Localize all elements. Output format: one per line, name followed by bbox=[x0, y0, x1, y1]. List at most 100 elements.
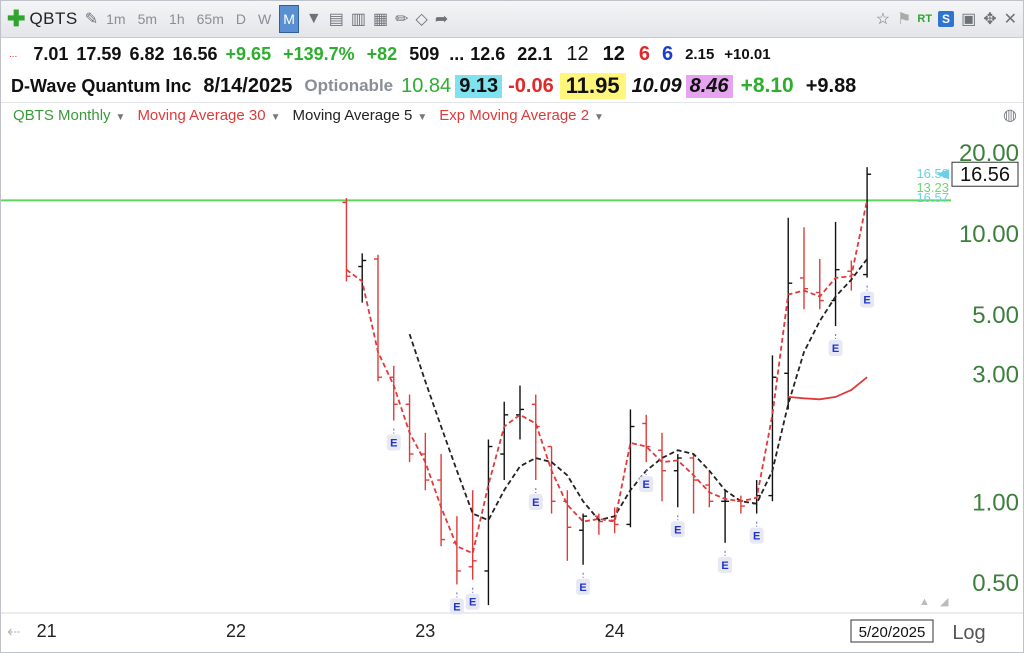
indicator-ma30-label: Moving Average 30 bbox=[137, 106, 266, 124]
earnings-badge bbox=[749, 527, 764, 544]
earnings-label: E bbox=[453, 601, 460, 613]
realtime-indicator[interactable]: RT bbox=[917, 13, 933, 25]
indicator-symbol-period[interactable]: QBTS Monthly ▼ bbox=[13, 107, 125, 124]
quote-row-2: D-Wave Quantum Inc 8/14/2025 Optionable … bbox=[1, 71, 1023, 101]
quote-change: +9.65 bbox=[225, 43, 272, 64]
earnings-badge bbox=[528, 494, 543, 511]
symbol-field[interactable]: QBTS bbox=[29, 9, 78, 28]
timeframe-65m[interactable]: 65m bbox=[196, 11, 224, 27]
company-name: D-Wave Quantum Inc bbox=[11, 75, 192, 96]
link-icon[interactable]: ✎ bbox=[84, 11, 99, 28]
cursor-date-box bbox=[850, 619, 934, 643]
save-icon[interactable]: ▣ bbox=[961, 11, 977, 28]
last-price-box bbox=[951, 161, 1019, 187]
price-pointer-icon bbox=[936, 169, 949, 180]
y-tick-label: 0.50 bbox=[972, 570, 1019, 597]
quote-change-pct: +139.7% bbox=[283, 43, 355, 64]
move-icon[interactable]: ✥ bbox=[983, 11, 997, 28]
x-tick-label: 22 bbox=[226, 621, 246, 641]
price-tag-label: 13.23 bbox=[916, 180, 949, 195]
indicator-symbol-label: QBTS Monthly bbox=[13, 106, 111, 124]
star-icon[interactable]: ☆ bbox=[875, 11, 891, 28]
quote-row-1: ... 7.01 17.59 6.82 16.56 +9.65 +139.7% … bbox=[1, 39, 1023, 69]
quote-open: 7.01 bbox=[33, 43, 69, 64]
earnings-badge bbox=[576, 578, 591, 595]
grid-icon[interactable]: ▦ bbox=[372, 11, 389, 28]
scroll-right-icon: ◢ bbox=[940, 596, 949, 608]
scale-label: Log bbox=[952, 622, 985, 644]
earnings-badge bbox=[828, 340, 843, 357]
indicator-ma5-label: Moving Average 5 bbox=[292, 106, 413, 124]
timeframe-dropdown-icon[interactable]: ▼ bbox=[305, 10, 322, 27]
quote2-v4: 11.95 bbox=[559, 73, 626, 99]
indicator-ema2[interactable]: Exp Moving Average 2 ▼ bbox=[439, 107, 604, 124]
earnings-label: E bbox=[532, 497, 539, 509]
timeframe-5m[interactable]: 5m bbox=[137, 11, 158, 27]
quote-value-i: +10.01 bbox=[724, 45, 771, 63]
timeframe-m[interactable]: M bbox=[279, 5, 299, 33]
x-tick-label: 21 bbox=[37, 621, 57, 641]
quote-volume: 509 bbox=[409, 43, 440, 64]
earnings-badge bbox=[465, 593, 480, 610]
chart-type-icon[interactable]: ▤ bbox=[328, 11, 344, 28]
earnings-badge bbox=[860, 291, 875, 308]
quote-date: 8/14/2025 bbox=[203, 74, 293, 97]
timeframe-d[interactable]: D bbox=[235, 11, 246, 27]
s-button[interactable]: S bbox=[938, 11, 955, 27]
indicator-bar: QBTS Monthly ▼ Moving Average 30 ▼ Moving … bbox=[1, 102, 1023, 127]
scroll-left-icon: ⇠ bbox=[7, 624, 20, 641]
indicator-ma30[interactable]: Moving Average 30 ▼ bbox=[137, 107, 280, 124]
quote-value-a: +82 bbox=[366, 43, 398, 64]
quote-value-c: 22.1 bbox=[517, 43, 553, 64]
toolbar: ✚ QBTS ✎ 1m 5m 1h 65m D W M ▼ ▤ ▥ ▦ ✏ ◇ … bbox=[1, 1, 1023, 38]
note-icon[interactable]: ◇ bbox=[415, 11, 428, 28]
dropdown-caret-icon[interactable]: ▼ bbox=[270, 111, 281, 123]
quote-prefix: ... bbox=[9, 48, 18, 60]
flag-icon[interactable]: ⚑ bbox=[897, 11, 912, 28]
indicator-ema2-label: Exp Moving Average 2 bbox=[439, 106, 590, 124]
price-tag-label: 16.57 bbox=[916, 190, 949, 205]
earnings-label: E bbox=[753, 531, 760, 543]
earnings-badge bbox=[718, 556, 733, 573]
quote2-v2: 9.13 bbox=[455, 74, 503, 98]
series-line-ma5 bbox=[408, 258, 868, 522]
quote2-v1: 10.84 bbox=[401, 74, 452, 97]
earnings-badge bbox=[449, 598, 464, 615]
draw-icon[interactable]: ✏ bbox=[395, 11, 409, 28]
dropdown-caret-icon[interactable]: ▼ bbox=[594, 111, 604, 123]
earnings-label: E bbox=[469, 597, 476, 609]
indicator-ma5[interactable]: Moving Average 5 ▼ bbox=[293, 107, 428, 124]
quote-value-d: 12 bbox=[566, 42, 589, 65]
quote-value-e: 12 bbox=[602, 42, 625, 65]
timeframe-1h[interactable]: 1h bbox=[169, 11, 185, 27]
scroll-up-icon: ▲ bbox=[919, 596, 930, 608]
bar-chart-icon[interactable]: ▥ bbox=[350, 11, 366, 28]
optionable-label: Optionable bbox=[304, 76, 394, 95]
y-tick-label: 3.00 bbox=[972, 361, 1019, 388]
earnings-label: E bbox=[643, 479, 650, 491]
quote-value-b: 12.6 bbox=[470, 43, 506, 64]
close-icon[interactable]: ✕ bbox=[1003, 11, 1017, 28]
timeframe-1m[interactable]: 1m bbox=[106, 11, 126, 27]
earnings-label: E bbox=[579, 582, 586, 594]
earnings-label: E bbox=[674, 524, 681, 536]
timeframe-w[interactable]: W bbox=[257, 11, 272, 27]
dropdown-caret-icon[interactable]: ▼ bbox=[417, 111, 428, 123]
earnings-label: E bbox=[863, 295, 870, 307]
x-tick-label: 24 bbox=[605, 621, 625, 641]
quote2-v8: +9.88 bbox=[805, 74, 857, 97]
quote-high: 17.59 bbox=[76, 43, 122, 64]
share-icon[interactable]: ➦ bbox=[434, 11, 449, 28]
add-symbol-icon[interactable]: ✚ bbox=[7, 6, 26, 31]
dropdown-caret-icon[interactable]: ▼ bbox=[115, 111, 126, 123]
earnings-label: E bbox=[832, 343, 839, 355]
quote-value-g: 6 bbox=[661, 42, 674, 65]
cursor-date-label: 5/20/2025 bbox=[859, 624, 926, 641]
earnings-label: E bbox=[721, 560, 728, 572]
last-price-label: 16.56 bbox=[960, 164, 1010, 186]
series-line-ema2 bbox=[345, 199, 868, 555]
palette-icon[interactable]: ◍ bbox=[1003, 107, 1017, 124]
earnings-label: E bbox=[390, 438, 397, 450]
